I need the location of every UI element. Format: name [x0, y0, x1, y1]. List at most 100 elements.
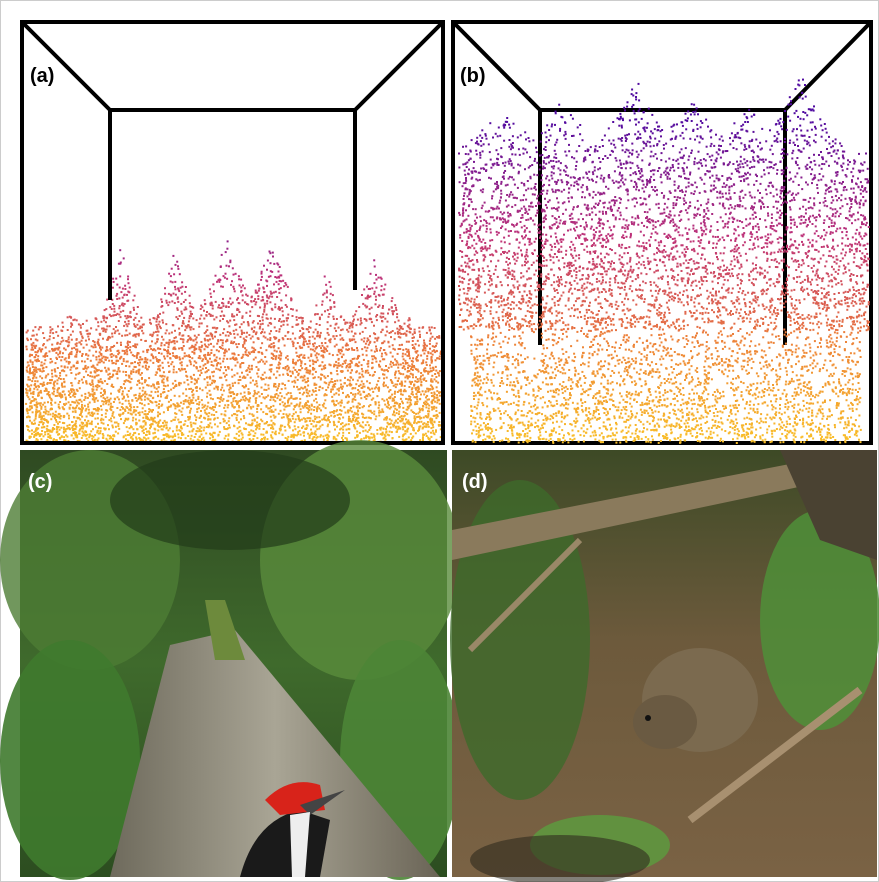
point: [284, 402, 286, 405]
point: [313, 415, 316, 418]
point: [158, 320, 161, 323]
point: [115, 294, 118, 297]
point: [43, 417, 46, 420]
point: [432, 406, 435, 409]
point: [387, 423, 390, 426]
point: [260, 376, 263, 379]
point: [55, 356, 58, 359]
point: [29, 435, 32, 438]
point: [151, 418, 153, 421]
point: [114, 430, 117, 433]
point: [116, 373, 119, 375]
point: [90, 422, 93, 425]
point: [323, 292, 326, 295]
point: [188, 317, 191, 320]
point: [99, 345, 102, 348]
point: [352, 393, 354, 396]
point: [381, 398, 384, 401]
point: [100, 387, 103, 390]
point: [139, 373, 142, 376]
point: [148, 394, 151, 397]
point: [210, 295, 213, 298]
point: [328, 421, 331, 424]
point: [267, 324, 270, 327]
point: [225, 340, 227, 343]
point: [35, 344, 38, 347]
point: [242, 353, 245, 356]
point: [222, 314, 225, 317]
point: [126, 350, 129, 353]
point: [388, 345, 391, 348]
point: [57, 377, 60, 380]
point: [417, 344, 420, 347]
point: [84, 339, 87, 342]
point: [116, 377, 119, 380]
point: [184, 306, 187, 309]
point: [181, 413, 184, 416]
point: [393, 348, 396, 351]
point: [216, 425, 219, 428]
point: [375, 315, 378, 318]
point: [268, 410, 271, 413]
point: [188, 302, 191, 305]
point: [375, 319, 378, 322]
point: [244, 384, 247, 387]
point: [262, 396, 265, 399]
point: [184, 420, 187, 423]
point: [352, 415, 355, 418]
point: [172, 439, 175, 442]
point: [175, 316, 178, 319]
point: [286, 369, 289, 372]
point: [187, 324, 190, 327]
point: [126, 418, 129, 421]
point: [58, 433, 61, 436]
point: [337, 350, 340, 353]
point: [172, 254, 175, 257]
point: [191, 429, 194, 432]
point: [151, 410, 153, 413]
point: [133, 294, 136, 297]
point: [191, 390, 194, 393]
point: [63, 422, 66, 425]
point: [205, 432, 208, 435]
point: [184, 400, 187, 403]
point: [147, 365, 150, 368]
point: [410, 392, 413, 395]
point: [64, 396, 67, 399]
point: [302, 328, 305, 330]
point: [174, 280, 177, 283]
point: [191, 313, 193, 315]
point: [121, 392, 124, 395]
point: [124, 434, 127, 437]
point: [352, 335, 355, 338]
point: [176, 356, 178, 359]
point: [200, 438, 203, 441]
point: [267, 384, 270, 387]
point: [263, 264, 265, 267]
point: [118, 388, 121, 391]
point: [48, 436, 51, 439]
point: [318, 389, 321, 392]
point: [350, 376, 353, 379]
point: [59, 415, 62, 417]
point: [174, 412, 177, 415]
point: [428, 410, 431, 413]
point: [367, 393, 370, 395]
point: [138, 368, 141, 371]
point: [243, 340, 246, 343]
point: [162, 421, 164, 424]
point: [301, 346, 304, 349]
point: [165, 433, 168, 436]
point: [290, 402, 293, 405]
point: [34, 398, 37, 401]
point: [237, 409, 240, 412]
point: [413, 415, 416, 418]
point: [37, 349, 40, 352]
point: [67, 353, 70, 356]
point: [65, 360, 68, 363]
point: [41, 377, 44, 380]
point: [188, 411, 191, 414]
point: [397, 335, 400, 338]
point: [166, 352, 169, 355]
point: [290, 396, 293, 399]
